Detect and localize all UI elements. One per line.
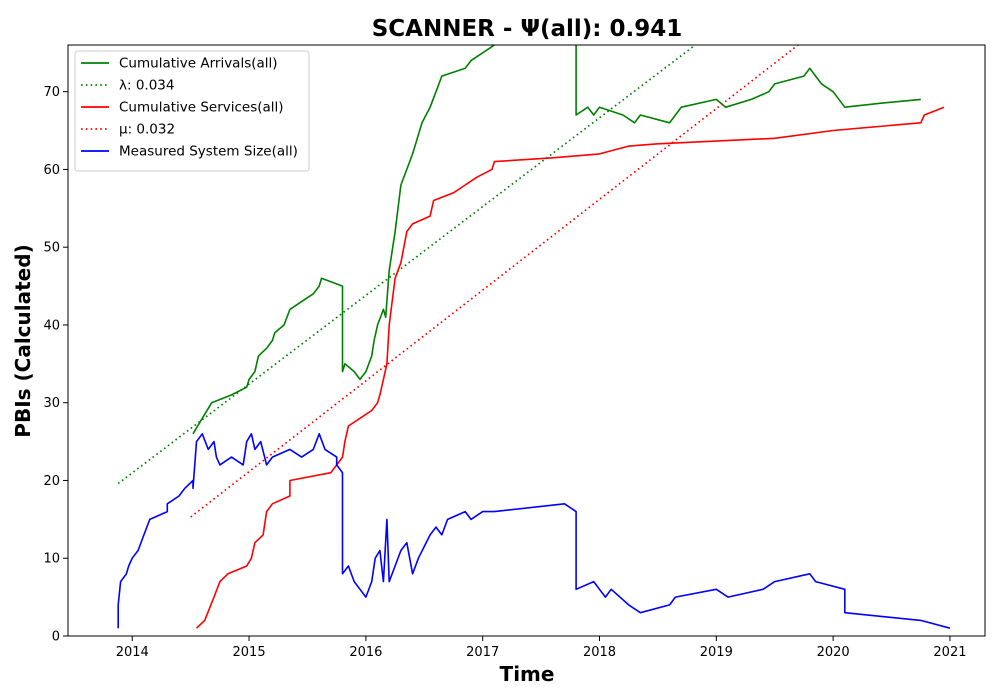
x-tick-label: 2018 <box>583 645 616 660</box>
series-line-4-0-032 <box>190 45 799 518</box>
legend-label: Measured System Size(all) <box>119 144 298 160</box>
y-axis-title: PBIs (Calculated) <box>11 244 35 437</box>
x-tick-label: 2014 <box>116 645 149 660</box>
series-line-2-0-034 <box>117 45 696 485</box>
x-tick-label: 2020 <box>817 645 850 660</box>
plot-frame <box>67 44 986 637</box>
series-line-5-measured-system-size-all <box>117 432 951 629</box>
legend-label: Cumulative Arrivals(all) <box>119 56 278 72</box>
legend-label: μ: 0.032 <box>119 122 175 138</box>
legend-label: λ: 0.034 <box>119 78 174 94</box>
y-tick-label: 60 <box>43 163 60 178</box>
y-tick-label: 20 <box>43 474 60 489</box>
y-tick-label: 70 <box>43 85 60 100</box>
y-tick-label: 0 <box>52 630 60 645</box>
y-tick-label: 30 <box>43 396 60 411</box>
y-axis: 0 10 20 30 40 50 60 70 <box>43 85 68 645</box>
x-axis: 2014 2015 2016 2017 2018 2019 2020 2021 <box>116 636 967 660</box>
series-line-3-cumulative-services-all <box>195 106 945 629</box>
series-line-1-cumulative-arrivals-all-cont <box>575 45 921 124</box>
x-tick-label: 2017 <box>466 645 499 660</box>
series-line-0-cumulative-arrivals-all <box>192 45 495 435</box>
y-tick-label: 50 <box>43 241 60 256</box>
x-tick-label: 2016 <box>349 645 382 660</box>
legend-label: Cumulative Services(all) <box>119 100 284 116</box>
x-tick-label: 2015 <box>233 645 266 660</box>
legend: Cumulative Arrivals(all) λ: 0.034 Cumulati… <box>74 50 310 172</box>
x-axis-title: Time <box>500 662 555 686</box>
chart-title: SCANNER - Ψ(all): 0.941 <box>372 16 683 42</box>
x-tick-label: 2021 <box>933 645 966 660</box>
legend-box <box>74 50 310 172</box>
y-tick-label: 10 <box>43 552 60 567</box>
x-tick-label: 2019 <box>700 645 733 660</box>
y-tick-label: 40 <box>43 318 60 333</box>
series-layer <box>117 45 951 629</box>
